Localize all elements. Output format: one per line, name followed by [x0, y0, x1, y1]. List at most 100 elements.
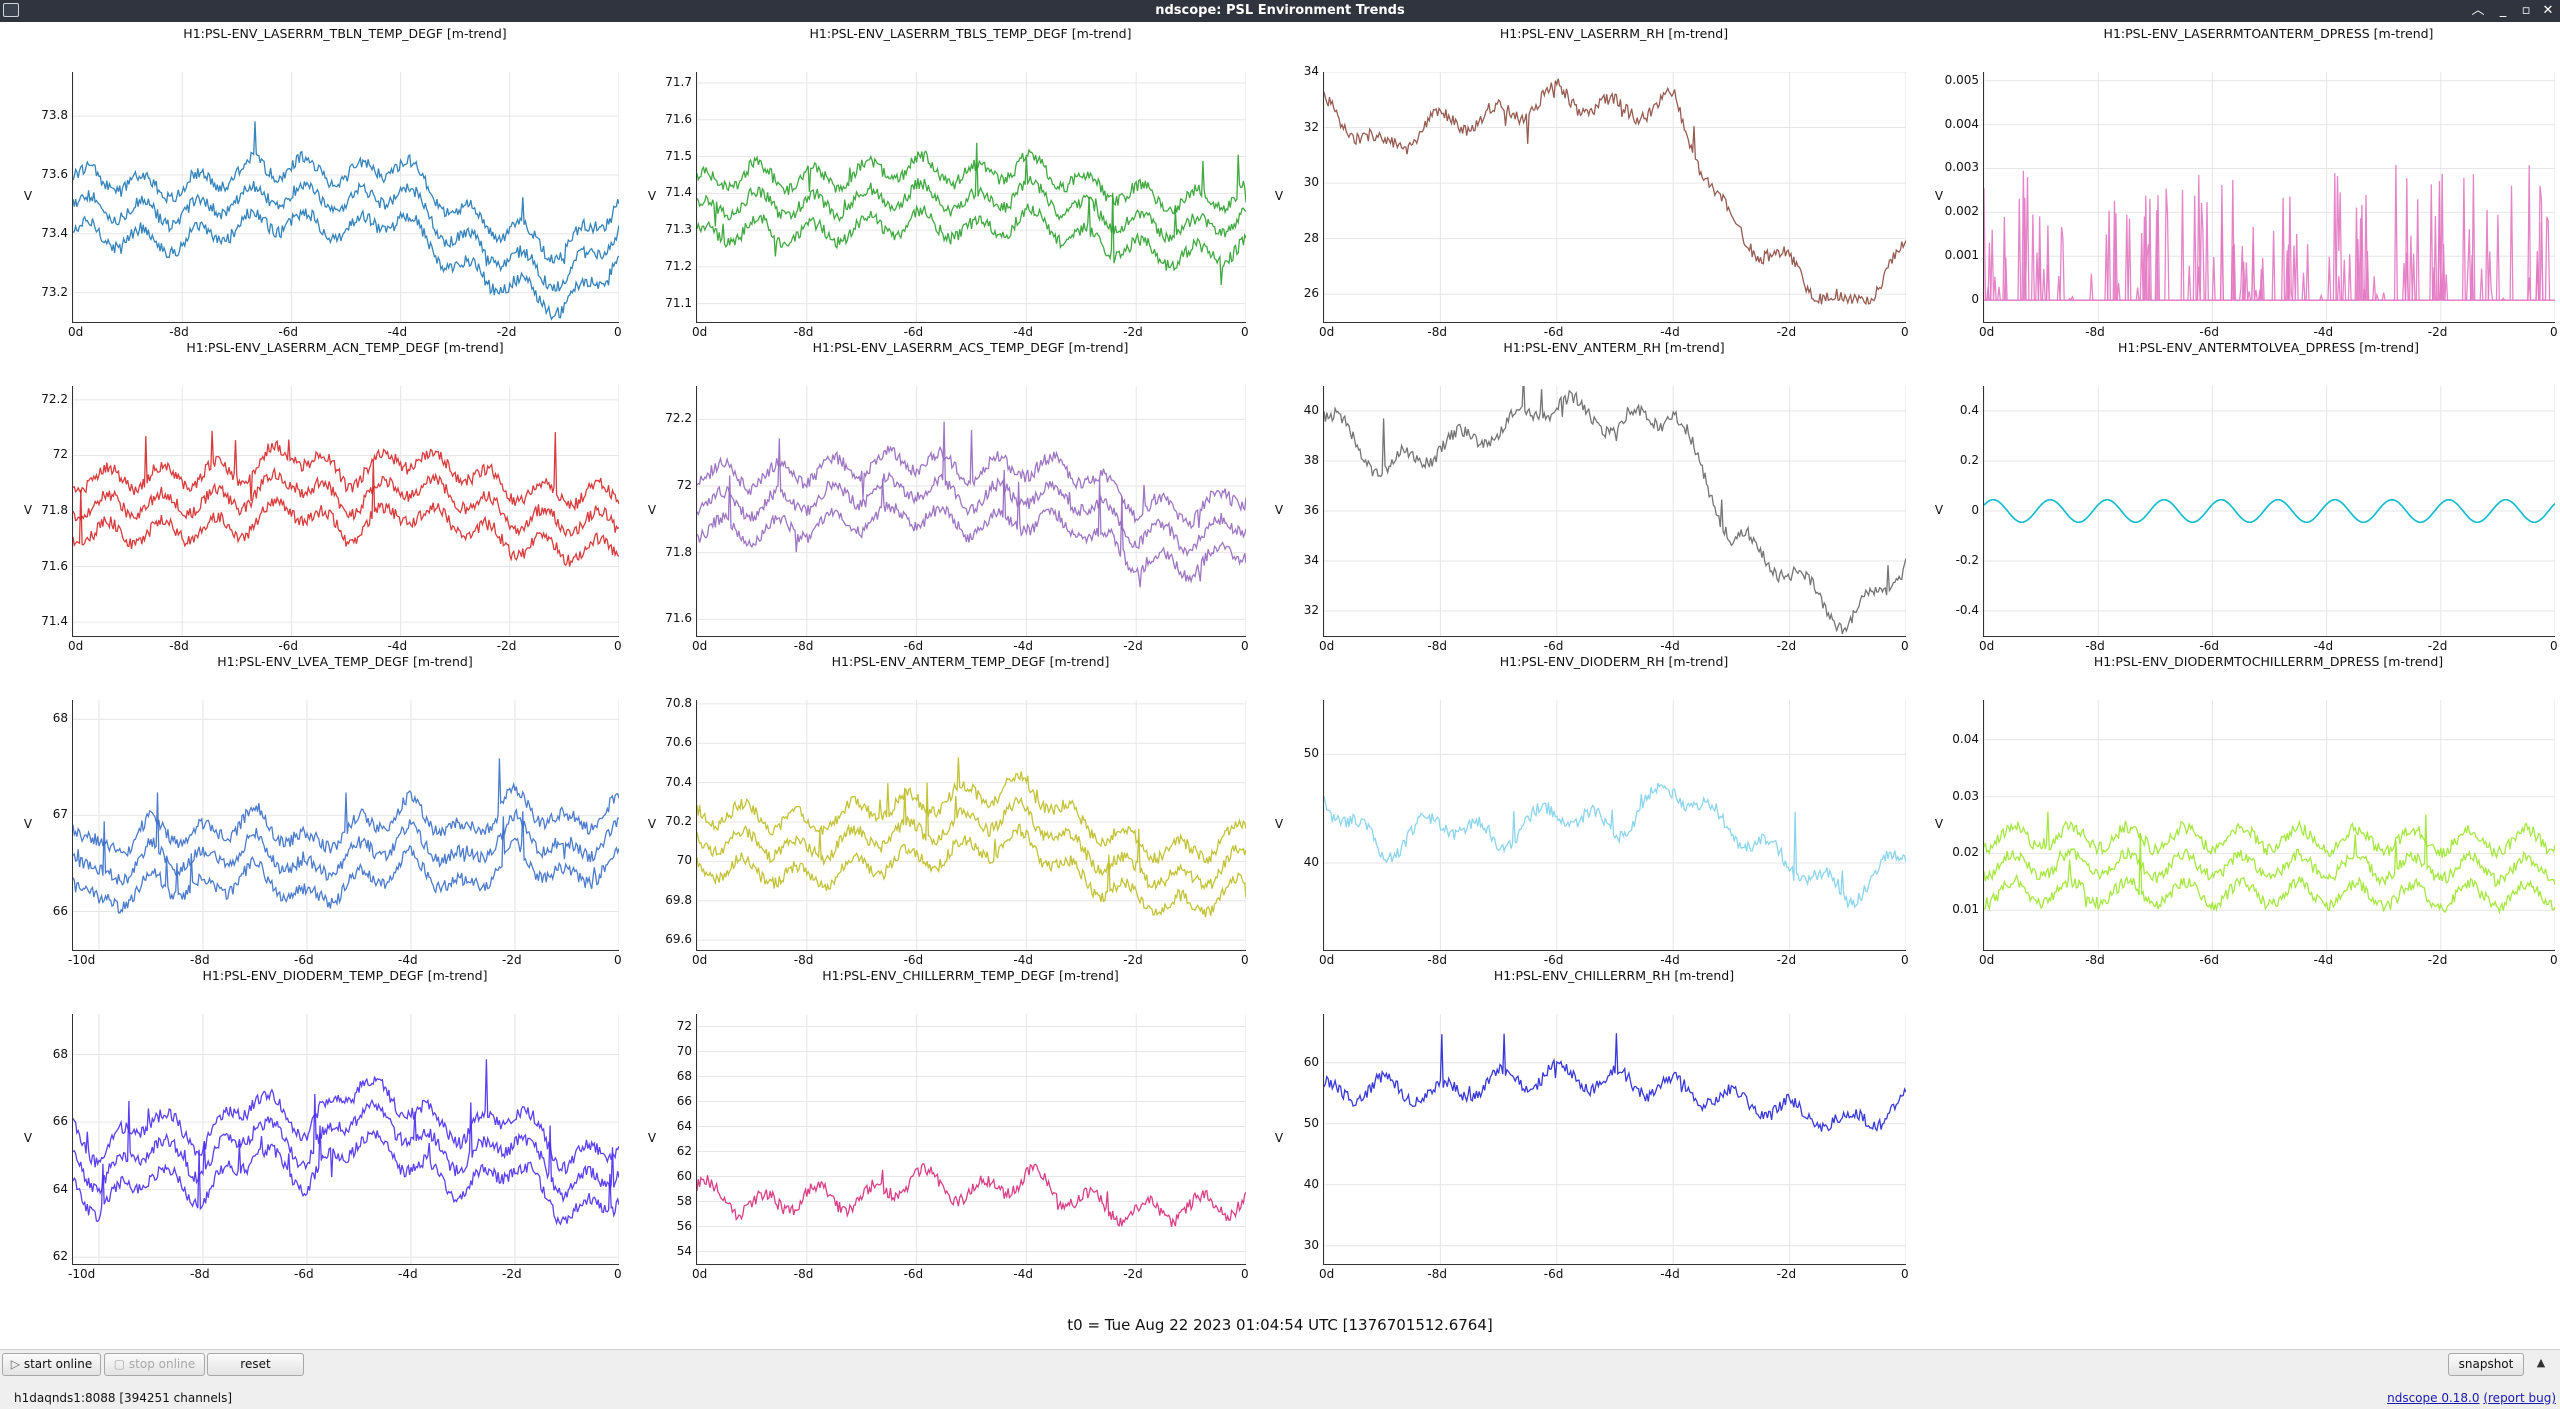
plot-area[interactable] — [696, 386, 1246, 637]
stop-online-label: stop online — [128, 1357, 196, 1371]
snapshot-button[interactable]: snapshot — [2448, 1353, 2524, 1376]
reset-button[interactable]: reset — [207, 1353, 304, 1376]
x-tick-label: -6d — [903, 639, 924, 653]
series-line — [73, 792, 619, 886]
y-tick-label: 68 — [52, 711, 68, 726]
trend-plot-5[interactable]: H1:PSL-ENV_LASERRM_ACN_TEMP_DEGF [m-tren… — [0, 336, 624, 653]
x-tick-label: -2d — [2427, 639, 2448, 653]
y-tick-label: 40 — [1303, 855, 1319, 870]
trend-plot-10[interactable]: H1:PSL-ENV_ANTERM_TEMP_DEGF [m-trend] V 69… — [624, 650, 1251, 967]
expand-panel-icon[interactable]: ▲ — [2536, 1356, 2546, 1369]
window-titlebar: ndscope: PSL Environment Trends ︿ _ ▫ ✕ — [0, 0, 2560, 22]
x-tick-label: -8d — [793, 639, 814, 653]
plot-title: H1:PSL-ENV_CHILLERRM_TEMP_DEGF [m-trend] — [822, 968, 1119, 983]
y-tick-label: 73.8 — [41, 108, 68, 123]
x-tick-label: -4d — [2313, 325, 2334, 339]
trend-plot-15[interactable]: H1:PSL-ENV_CHILLERRM_RH [m-trend] V 30 40 50… — [1251, 964, 1911, 1281]
y-tick-label: 71.6 — [41, 558, 68, 573]
series-line — [697, 192, 1246, 286]
plot-canvas — [73, 700, 619, 950]
y-tick-label: 71.6 — [665, 611, 692, 626]
trend-plot-9[interactable]: H1:PSL-ENV_LVEA_TEMP_DEGF [m-trend] V 66 67… — [0, 650, 624, 967]
trend-plot-6[interactable]: H1:PSL-ENV_LASERRM_ACS_TEMP_DEGF [m-tren… — [624, 336, 1251, 653]
series-line — [1984, 832, 2555, 915]
plot-area[interactable] — [696, 700, 1246, 951]
x-tick-label: -4d — [1013, 953, 1033, 967]
plot-area[interactable] — [72, 1014, 619, 1265]
trend-plot-3[interactable]: H1:PSL-ENV_LASERRM_RH [m-trend] V 26 28 30 32… — [1251, 22, 1911, 339]
y-tick-label: 0.002 — [1944, 204, 1979, 219]
x-tick-label: -10d — [68, 953, 96, 967]
window-close-icon[interactable]: ✕ — [2542, 3, 2554, 18]
start-online-button[interactable]: ▷ start online — [2, 1353, 101, 1376]
trend-plot-1[interactable]: H1:PSL-ENV_LASERRM_TBLN_TEMP_DEGF [m-tre… — [0, 22, 624, 339]
series-line — [1984, 499, 2555, 523]
plot-title: H1:PSL-ENV_ANTERMTOLVEA_DPRESS [m-trend] — [2118, 340, 2419, 355]
plot-area[interactable] — [1323, 1014, 1906, 1265]
x-tick-label: -2d — [502, 1267, 522, 1281]
y-tick-label: 68 — [52, 1046, 68, 1061]
x-tick-label: 0 — [614, 325, 622, 339]
plot-area[interactable] — [1323, 386, 1906, 637]
y-axis-label: V — [647, 1131, 657, 1145]
x-tick-label: -8d — [190, 1267, 210, 1281]
plot-title: H1:PSL-ENV_LASERRM_TBLN_TEMP_DEGF [m-tre… — [183, 26, 507, 41]
trend-plot-2[interactable]: H1:PSL-ENV_LASERRM_TBLS_TEMP_DEGF [m-tre… — [624, 22, 1251, 339]
x-tick-label: 0d — [1319, 325, 1335, 339]
trend-plot-4[interactable]: H1:PSL-ENV_LASERRMTOANTERM_DPRESS [m-tre… — [1911, 22, 2560, 339]
x-tick-label: -6d — [294, 1267, 314, 1281]
x-tick-label: -6d — [2199, 953, 2219, 967]
x-tick-label: 0 — [2550, 953, 2558, 967]
x-tick-label: -4d — [2313, 953, 2334, 967]
stop-online-button[interactable]: ▢ stop online — [104, 1353, 205, 1376]
series-line — [73, 758, 619, 858]
window-maximize-icon[interactable]: ▫ — [2521, 3, 2531, 18]
trend-plot-11[interactable]: H1:PSL-ENV_DIODERM_RH [m-trend] V 40 50 0d -8… — [1251, 650, 1911, 967]
plot-area[interactable] — [1323, 700, 1906, 951]
plot-area[interactable] — [1983, 700, 2555, 951]
y-tick-label: 70.8 — [665, 695, 692, 710]
y-tick-label: 32 — [1303, 603, 1319, 617]
reset-label: reset — [240, 1357, 271, 1371]
plot-area[interactable] — [696, 72, 1246, 323]
plot-area[interactable] — [72, 700, 619, 951]
y-axis-label: V — [23, 1131, 33, 1145]
x-tick-label: 0d — [692, 953, 708, 967]
series-line — [697, 757, 1246, 864]
x-tick-label: -2d — [1123, 1267, 1143, 1281]
y-tick-label: 0.2 — [1959, 453, 1979, 467]
x-tick-label: 0d — [692, 1267, 708, 1281]
y-tick-label: 26 — [1303, 286, 1319, 301]
y-axis-label: V — [1934, 503, 1944, 517]
y-axis-label: V — [647, 817, 657, 831]
x-tick-label: -2d — [1776, 953, 1797, 967]
window-minimize-icon[interactable]: _ — [2499, 3, 2507, 18]
trend-plot-14[interactable]: H1:PSL-ENV_CHILLERRM_TEMP_DEGF [m-trend]… — [624, 964, 1251, 1281]
trend-plot-12[interactable]: H1:PSL-ENV_DIODERMTOCHILLERRM_DPRESS [m-… — [1911, 650, 2560, 967]
trend-plot-8[interactable]: H1:PSL-ENV_ANTERMTOLVEA_DPRESS [m-trend]… — [1911, 336, 2560, 653]
app-icon[interactable] — [3, 3, 19, 17]
trend-plot-13[interactable]: H1:PSL-ENV_DIODERM_TEMP_DEGF [m-trend] V 6… — [0, 964, 624, 1281]
y-tick-label: 62 — [52, 1249, 68, 1264]
plot-area[interactable] — [72, 386, 619, 637]
x-tick-label: -8d — [2085, 639, 2105, 653]
x-tick-label: -4d — [398, 953, 418, 967]
plot-canvas — [1984, 386, 2555, 636]
x-tick-label: -4d — [1013, 1267, 1033, 1281]
report-bug-link[interactable]: (report bug) — [2483, 1391, 2556, 1405]
window-keep-above-icon[interactable]: ︿ — [2471, 3, 2485, 18]
series-line — [697, 1162, 1246, 1227]
trend-plot-7[interactable]: H1:PSL-ENV_ANTERM_RH [m-trend] V 32 34 36 38 4… — [1251, 336, 1911, 653]
series-line — [1984, 170, 2555, 301]
status-bar: h1daqnds1:8088 [394251 channels] ndscope… — [0, 1387, 2560, 1409]
series-line — [73, 180, 619, 292]
x-tick-label: 0d — [68, 639, 84, 653]
plot-area[interactable] — [1323, 72, 1906, 323]
plot-area[interactable] — [1983, 72, 2555, 323]
x-tick-label: 0 — [1241, 953, 1249, 967]
plot-area[interactable] — [72, 72, 619, 323]
version-link[interactable]: ndscope 0.18.0 — [2387, 1391, 2480, 1405]
series-line — [73, 1125, 619, 1226]
plot-area[interactable] — [1983, 386, 2555, 637]
plot-area[interactable] — [696, 1014, 1246, 1265]
